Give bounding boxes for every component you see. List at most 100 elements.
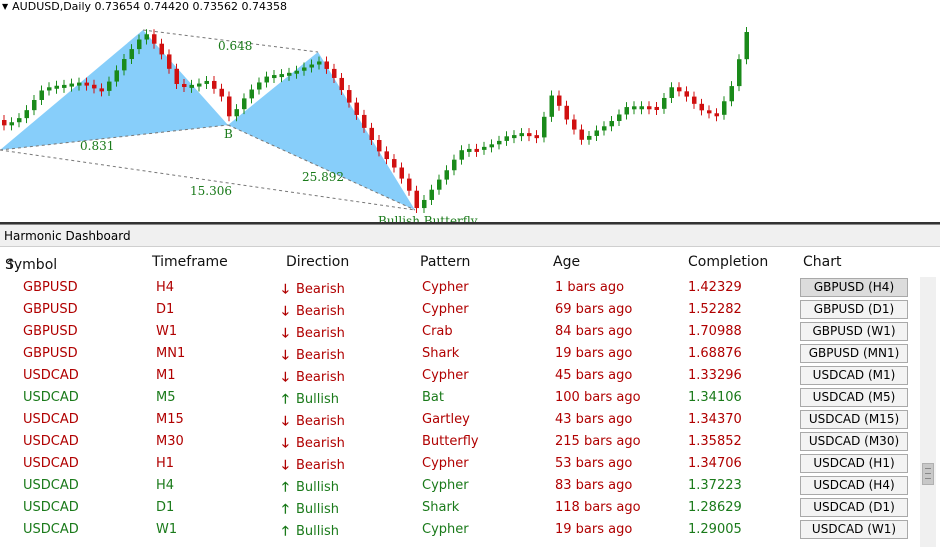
row-completion: 1.34370	[688, 412, 742, 427]
candle-body	[617, 114, 622, 121]
arrow-up-icon: 🡑	[282, 524, 289, 539]
row-direction-label: Bearish	[296, 436, 345, 451]
row-completion: 1.33296	[688, 368, 742, 383]
candle-body	[489, 144, 494, 148]
row-age: 100 bars ago	[555, 390, 641, 405]
row-direction-label: Bearish	[296, 370, 345, 385]
row-pattern: Gartley	[422, 412, 470, 427]
candle-body	[737, 59, 742, 87]
scrollbar-thumb[interactable]	[922, 463, 934, 485]
row-direction-label: Bearish	[296, 282, 345, 297]
row-pattern: Cypher	[422, 280, 469, 295]
candle-body	[302, 67, 307, 71]
ratio-label-xa: 0.648	[218, 39, 252, 53]
row-timeframe: M15	[156, 412, 184, 427]
candle-body	[602, 126, 607, 131]
header-pattern[interactable]: Pattern	[420, 254, 471, 270]
row-timeframe: M1	[156, 368, 176, 383]
candle-body	[227, 96, 232, 117]
open-chart-button[interactable]: GBPUSD (W1)	[800, 322, 908, 341]
arrow-up-icon: 🡑	[282, 502, 289, 517]
header-direction[interactable]: Direction	[286, 254, 350, 270]
ratio-label-ab: 0.831	[80, 139, 114, 153]
table-row: GBPUSD W1 🡓 Bearish Crab 84 bars ago 1.70988 GB…	[0, 321, 920, 343]
candle-body	[212, 80, 217, 89]
row-completion: 1.42329	[688, 280, 742, 295]
row-timeframe: M30	[156, 434, 184, 449]
row-symbol: GBPUSD	[23, 302, 78, 317]
header-age[interactable]: Age	[553, 254, 581, 270]
ratio-line-bd	[227, 124, 416, 211]
candle-body	[677, 87, 682, 92]
row-direction-label: Bearish	[296, 326, 345, 341]
candle-body	[189, 84, 194, 88]
candle-body	[99, 88, 104, 92]
open-chart-button[interactable]: USDCAD (D1)	[800, 498, 908, 517]
open-chart-button[interactable]: USDCAD (H1)	[800, 454, 908, 473]
candle-body	[384, 151, 389, 160]
candle-body	[549, 95, 554, 117]
candle-body	[699, 103, 704, 111]
row-direction: 🡓 Bearish	[282, 368, 345, 390]
open-chart-button[interactable]: USDCAD (M15)	[800, 410, 908, 429]
open-chart-button[interactable]: GBPUSD (MN1)	[800, 344, 908, 363]
table-row: USDCAD M1 🡓 Bearish Cypher 45 bars ago 1.33296…	[0, 365, 920, 387]
point-label-b: B	[224, 127, 233, 141]
row-timeframe: W1	[156, 522, 178, 537]
symbol-info-line: ▼ AUDUSD,Daily 0.73654 0.74420 0.73562 0…	[2, 0, 287, 13]
header-completion[interactable]: Completion	[688, 254, 769, 270]
arrow-down-icon: 🡓	[282, 282, 289, 297]
row-symbol: USDCAD	[23, 500, 79, 515]
chart-panel-separator[interactable]	[0, 222, 940, 224]
candle-body	[9, 122, 14, 126]
candle-body	[317, 61, 322, 65]
candle-body	[407, 178, 412, 191]
arrow-down-icon: 🡓	[282, 414, 289, 429]
candle-body	[107, 81, 112, 91]
header-timeframe[interactable]: Timeframe	[152, 254, 228, 270]
candle-body	[399, 167, 404, 179]
candle-body	[647, 106, 652, 110]
candle-body	[92, 84, 97, 89]
candle-body	[594, 130, 599, 136]
table-row: USDCAD M30 🡓 Bearish Butterfly 215 bars ago 1.…	[0, 431, 920, 453]
price-chart[interactable]: 0.648 0.831 15.306 25.892 B Bullish Butt…	[0, 0, 940, 222]
row-symbol: GBPUSD	[23, 324, 78, 339]
panel-title: Harmonic Dashboard	[0, 225, 940, 247]
candle-body	[639, 106, 644, 110]
candle-body	[722, 101, 727, 115]
row-age: 19 bars ago	[555, 346, 633, 361]
open-chart-button[interactable]: GBPUSD (H4)	[800, 278, 908, 297]
open-chart-button[interactable]: GBPUSD (D1)	[800, 300, 908, 319]
pattern-name-label: Bullish Butterfly	[378, 214, 478, 222]
candle-body	[662, 97, 667, 109]
open-chart-button[interactable]: USDCAD (H4)	[800, 476, 908, 495]
row-direction: 🡓 Bearish	[282, 434, 345, 456]
row-symbol: USDCAD	[23, 368, 79, 383]
row-timeframe: D1	[156, 500, 175, 515]
row-completion: 1.29005	[688, 522, 742, 537]
candle-body	[47, 87, 52, 91]
open-chart-button[interactable]: USDCAD (M30)	[800, 432, 908, 451]
row-direction: 🡓 Bearish	[282, 324, 345, 346]
row-direction: 🡑 Bullish	[282, 390, 339, 412]
candle-body	[174, 68, 179, 84]
candle-body	[707, 110, 712, 114]
row-pattern: Shark	[422, 500, 460, 515]
candle-body	[354, 102, 359, 115]
candle-body	[609, 120, 614, 127]
row-symbol: USDCAD	[23, 412, 79, 427]
ratio-line-xb	[0, 124, 229, 151]
arrow-down-icon: 🡓	[282, 458, 289, 473]
candle-body	[219, 88, 224, 97]
open-chart-button[interactable]: USDCAD (M5)	[800, 388, 908, 407]
candle-body	[572, 119, 577, 130]
vertical-scrollbar[interactable]	[920, 277, 936, 547]
header-chart[interactable]: Chart	[803, 254, 842, 270]
row-direction: 🡑 Bullish	[282, 522, 339, 544]
open-chart-button[interactable]: USDCAD (W1)	[800, 520, 908, 539]
candle-body	[17, 118, 22, 123]
open-chart-button[interactable]: USDCAD (M1)	[800, 366, 908, 385]
row-symbol: USDCAD	[23, 434, 79, 449]
candle-body	[272, 75, 277, 79]
